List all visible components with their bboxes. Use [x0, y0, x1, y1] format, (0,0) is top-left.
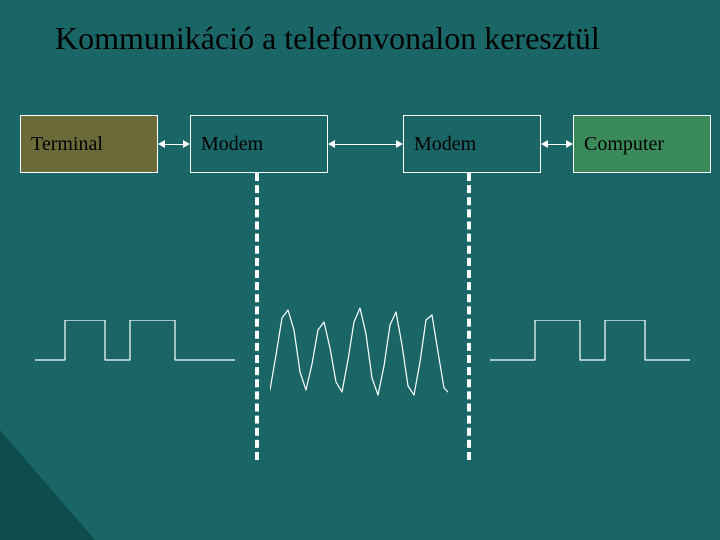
node-modem1: Modem [190, 115, 328, 173]
slide-canvas: Kommunikáció a telefonvonalon keresztül … [0, 0, 720, 540]
signal-digital-right [490, 320, 690, 380]
node-modem2: Modem [403, 115, 541, 173]
corner-decoration [0, 400, 120, 540]
signal-analog-center [270, 300, 448, 400]
divider-1 [255, 173, 259, 460]
slide-title: Kommunikáció a telefonvonalon keresztül [55, 20, 600, 57]
node-computer: Computer [573, 115, 711, 173]
divider-2 [467, 173, 471, 460]
signal-digital-left [35, 320, 235, 380]
node-terminal: Terminal [20, 115, 158, 173]
